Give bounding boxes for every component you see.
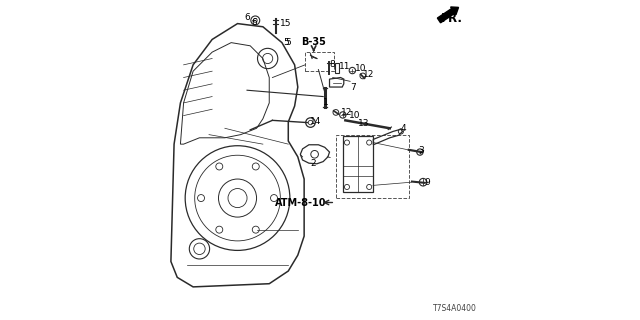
Bar	[305, 52, 333, 71]
Text: 5: 5	[285, 38, 291, 47]
Text: 8: 8	[330, 60, 335, 69]
Text: FR.: FR.	[440, 12, 463, 25]
Text: 9: 9	[425, 178, 431, 187]
Text: 6: 6	[244, 13, 250, 22]
Text: 12: 12	[341, 108, 352, 117]
Text: 7: 7	[350, 83, 356, 92]
Text: 10: 10	[355, 63, 366, 73]
Text: 13: 13	[358, 119, 369, 128]
Text: 10: 10	[349, 111, 361, 120]
Bar	[335, 63, 339, 73]
Text: 4: 4	[401, 124, 406, 133]
Text: 1: 1	[323, 99, 329, 108]
Text: B-35: B-35	[301, 37, 326, 47]
Text: 3: 3	[419, 146, 424, 155]
Text: 5: 5	[284, 38, 289, 47]
Text: 12: 12	[363, 70, 374, 79]
Text: 6: 6	[252, 18, 257, 27]
Bar	[336, 135, 409, 198]
Text: T7S4A0400: T7S4A0400	[433, 304, 477, 313]
FancyArrow shape	[437, 7, 458, 23]
Bar	[343, 136, 373, 192]
Text: 11: 11	[339, 62, 351, 71]
Text: 14: 14	[310, 117, 321, 126]
Text: 2: 2	[310, 159, 316, 168]
Text: ATM-8-10: ATM-8-10	[275, 197, 326, 207]
Text: 15: 15	[280, 19, 292, 28]
